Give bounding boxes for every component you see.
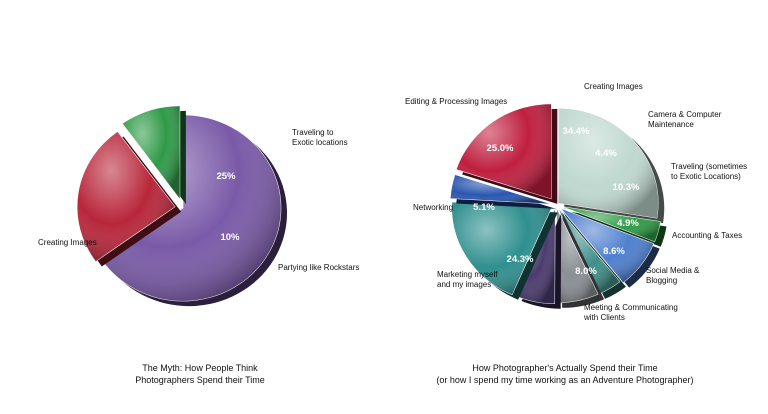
category-label-line: Maintenance <box>648 120 694 129</box>
category-label-line: Meeting & Communicating <box>584 303 678 312</box>
slice-shine-accounting-taxes <box>557 207 620 294</box>
value-label-marketing-myself-and-my-images: 24.3% <box>507 254 534 265</box>
category-label-meeting-communicating-with-clients: Meeting & Communicating with Clients <box>583 303 678 322</box>
myth-chart-caption: The Myth: How People Think Photographers… <box>80 362 320 386</box>
category-label-creating-images: Creating Images <box>38 238 97 247</box>
value-label-meeting-communicating-with-clients: 8.0% <box>575 266 597 277</box>
category-label-creating-images: Creating Images <box>584 82 643 91</box>
category-label-networking: Networking <box>413 203 453 212</box>
value-label-social-media-blogging: 8.6% <box>603 246 625 257</box>
myth-caption-line-2: Photographers Spend their Time <box>135 375 265 385</box>
category-label-social-media-blogging: Social Media & Blogging <box>646 266 700 285</box>
category-label-line: Accounting & Taxes <box>672 231 742 240</box>
myth-caption-line-1: The Myth: How People Think <box>142 363 258 373</box>
slice-shine-creating-images <box>558 108 659 219</box>
category-label-camera-computer-maintenance: Camera & Computer Maintenance <box>648 110 722 129</box>
slice-shine-traveling-sometimes-to-exotic-locations <box>560 208 654 283</box>
actual-caption-line-2: (or how I spend my time working as an Ad… <box>436 375 694 385</box>
value-label-camera-computer-maintenance: 4.4% <box>595 148 617 159</box>
slice-shine-camera-computer-maintenance <box>561 206 661 242</box>
category-label-line: Traveling to <box>292 128 334 137</box>
slice-shine-editing-processing-images <box>456 103 552 199</box>
slice-shine-partying-like-rockstars <box>122 105 180 199</box>
value-label-traveling-sometimes-to-exotic-locations: 10.3% <box>613 182 640 193</box>
value-label-partying-like-rockstars: 10% <box>220 232 240 243</box>
category-label-traveling-sometimes-to-exotic-locations: Traveling (sometimes to Exotic Locations) <box>671 162 747 181</box>
actual-pie-labels: Creating Images Camera & Computer Maintena… <box>405 82 747 322</box>
actual-caption-line-1: How Photographer's Actually Spend their … <box>472 363 658 373</box>
slice-shine-creating-images <box>103 114 282 302</box>
category-label-accounting-taxes: Accounting & Taxes <box>672 231 742 240</box>
category-label-line: Traveling (sometimes <box>671 162 747 171</box>
myth-pie-chart: 65%25%10% <box>76 105 288 307</box>
category-label-line: with Clients <box>583 313 625 322</box>
category-label-line: Networking <box>413 203 453 212</box>
slice-shine-networking <box>450 174 551 204</box>
value-label-networking: 5.1% <box>473 202 495 213</box>
category-label-line: Social Media & <box>646 266 700 275</box>
category-label-line: Blogging <box>646 276 677 285</box>
slice-shine-marketing-myself-and-my-images <box>451 202 552 295</box>
category-label-line: Creating Images <box>584 82 643 91</box>
value-label-traveling-to-exotic-locations: 25% <box>216 171 236 182</box>
category-label-line: Editing & Processing Images <box>405 97 507 106</box>
category-label-line: Creating Images <box>38 238 97 247</box>
category-label-line: Partying like Rockstars <box>278 263 359 272</box>
category-label-partying-like-rockstars: Partying like Rockstars <box>278 263 359 272</box>
value-label-editing-processing-images: 25.0% <box>487 143 514 154</box>
category-label-line: Camera & Computer <box>648 110 722 119</box>
myth-pie-labels: Creating Images Traveling to Exotic locati… <box>38 128 359 272</box>
actual-pie-chart: 34.4% 4.4% 10.3% 4.9% 8.6% 8.0% 24.3% 5.1% 25.0% <box>449 103 667 309</box>
category-label-marketing-myself-and-my-images: Marketing myself and my images <box>437 270 498 289</box>
slice-shine-traveling-to-exotic-locations <box>77 131 176 262</box>
value-label-accounting-taxes: 4.9% <box>617 218 639 229</box>
category-label-line: and my images <box>437 280 491 289</box>
category-label-editing-processing-images: Editing & Processing Images <box>405 97 507 106</box>
category-label-line: Exotic locations <box>292 138 348 147</box>
category-label-line: Marketing myself <box>437 270 498 279</box>
slice-shine-social-media-blogging <box>556 207 599 303</box>
category-label-traveling-to-exotic-locations: Traveling to Exotic locations <box>292 128 348 147</box>
category-label-line: to Exotic Locations) <box>671 172 741 181</box>
actual-chart-caption: How Photographer's Actually Spend their … <box>400 362 730 386</box>
value-label-creating-images: 34.4% <box>563 126 590 137</box>
